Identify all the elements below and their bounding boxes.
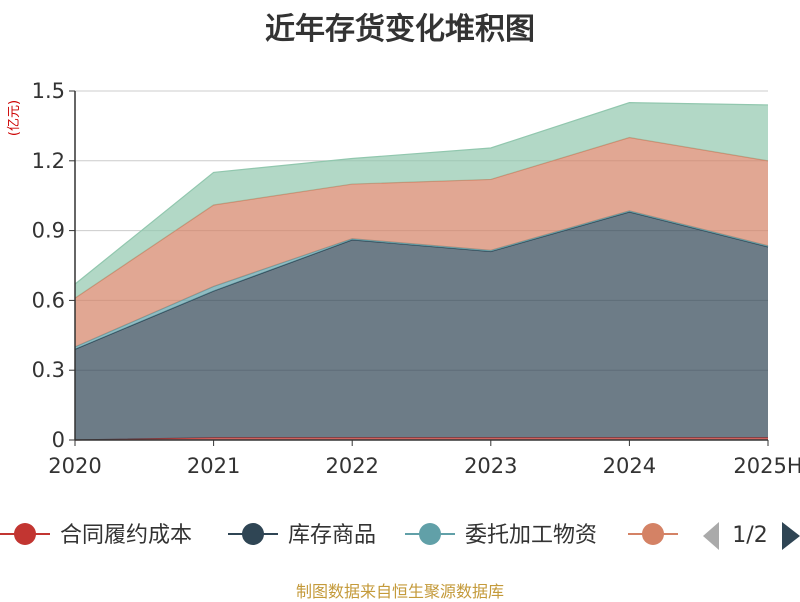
x-tick-label: 2020 [48, 454, 101, 478]
legend-label: 库存商品 [288, 523, 376, 548]
source-note: 制图数据来自恒生聚源数据库 [295, 582, 504, 601]
y-tick-label: 1.5 [32, 79, 65, 103]
legend-item: 委托加工物资 [405, 523, 597, 548]
y-tick-label: 1.2 [32, 149, 65, 173]
legend-marker [419, 523, 441, 545]
area-series-4 [75, 102, 768, 299]
line-series-4 [74, 102, 769, 285]
legend-marker [642, 523, 664, 545]
axes: 0 0.3 0.6 0.9 1.2 1.5 2020 2021 2022 2023 2024 2025… [32, 79, 800, 478]
area-series-1 [75, 211, 768, 440]
legend-marker [14, 523, 36, 545]
legend-next-page-icon[interactable] [782, 522, 800, 550]
x-tick-label: 2022 [325, 454, 378, 478]
legend-marker [242, 523, 264, 545]
y-tick-label: 0.9 [32, 219, 65, 243]
y-tick-label: 0.6 [32, 288, 65, 312]
x-tick-label: 2021 [187, 454, 240, 478]
x-tick-label: 2025H [733, 454, 800, 478]
legend-item: 库存商品 [228, 523, 376, 548]
legend: 合同履约成本 库存商品 委托加工物资 1/2 [0, 522, 800, 550]
y-axis-unit-label: (亿元) [7, 100, 22, 136]
y-tick-label: 0.3 [32, 358, 65, 382]
legend-label: 合同履约成本 [60, 523, 192, 548]
legend-prev-page-icon[interactable] [703, 522, 719, 550]
x-tick-label: 2024 [603, 454, 656, 478]
legend-page-indicator: 1/2 [732, 523, 767, 548]
area-series-3 [75, 137, 768, 347]
legend-label: 委托加工物资 [465, 523, 597, 548]
area-series-layer [74, 102, 769, 441]
y-tick-label: 0 [52, 428, 65, 452]
legend-item [628, 523, 678, 545]
x-tick-label: 2023 [464, 454, 517, 478]
chart-title: 近年存货变化堆积图 [265, 12, 535, 47]
legend-item: 合同履约成本 [0, 523, 192, 548]
